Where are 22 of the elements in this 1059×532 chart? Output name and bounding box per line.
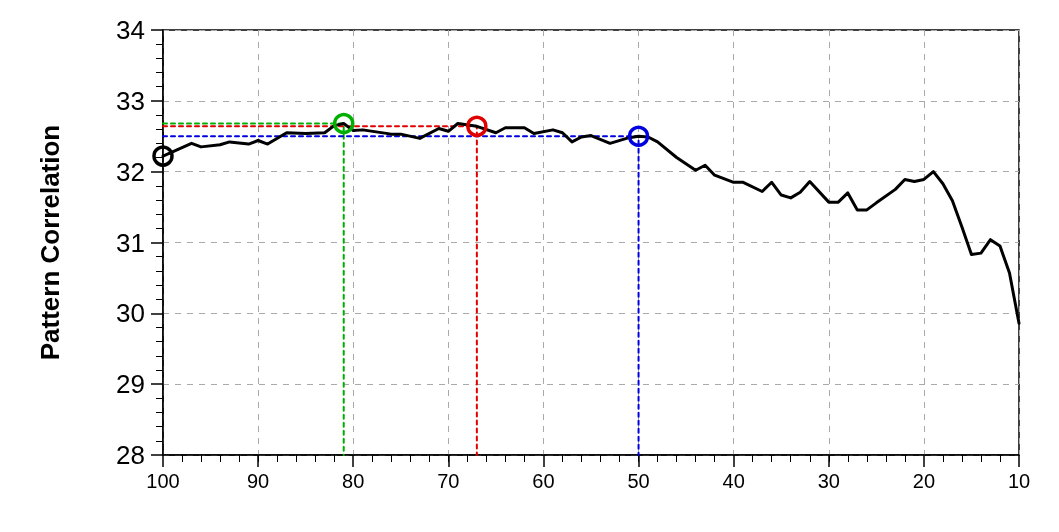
y-tick-label: 30 [116, 298, 145, 329]
x-tick-label: 70 [437, 470, 460, 492]
x-tick-label: 20 [912, 470, 936, 492]
y-tick-label: 32 [116, 156, 145, 187]
x-tick-label: 40 [722, 470, 745, 492]
x-tick-label: 80 [342, 470, 365, 492]
y-tick-label: 34 [116, 15, 145, 45]
y-axis-title: Pattern Correlation [35, 124, 65, 361]
point [466, 115, 488, 138]
y-tick-label: 29 [116, 369, 145, 400]
x-tick-label: 100 [146, 470, 180, 492]
x-tick-label: 30 [817, 470, 840, 492]
point [627, 125, 650, 147]
y-tick-label: 33 [116, 85, 145, 116]
y-tick-label: 31 [116, 227, 145, 258]
x-tick-label: 90 [246, 470, 270, 492]
point [332, 112, 355, 135]
x-tick-label: 60 [532, 470, 555, 492]
x-tick-label: 50 [627, 470, 650, 492]
x-tick-label: 10 [1007, 470, 1031, 492]
y-tick-label: 28 [116, 440, 145, 470]
point [152, 145, 174, 167]
